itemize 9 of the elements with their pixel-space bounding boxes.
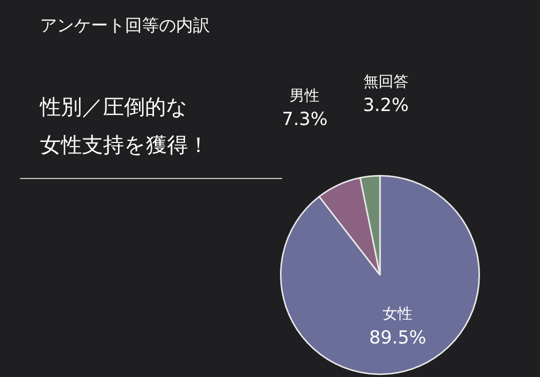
text: 女性支持を獲得！ (40, 132, 209, 159)
text: 性別／圧倒的な (40, 94, 189, 121)
slice-label: 女性 (382, 304, 413, 323)
text: アンケート回等の内訳 (40, 15, 210, 37)
data-label: 7.3% (282, 109, 328, 130)
slice-label: 無回答 (363, 72, 408, 90)
data-label: 89.5% (369, 327, 426, 348)
slice-label: 男性 (290, 86, 320, 104)
data-label: 3.2% (362, 95, 409, 116)
